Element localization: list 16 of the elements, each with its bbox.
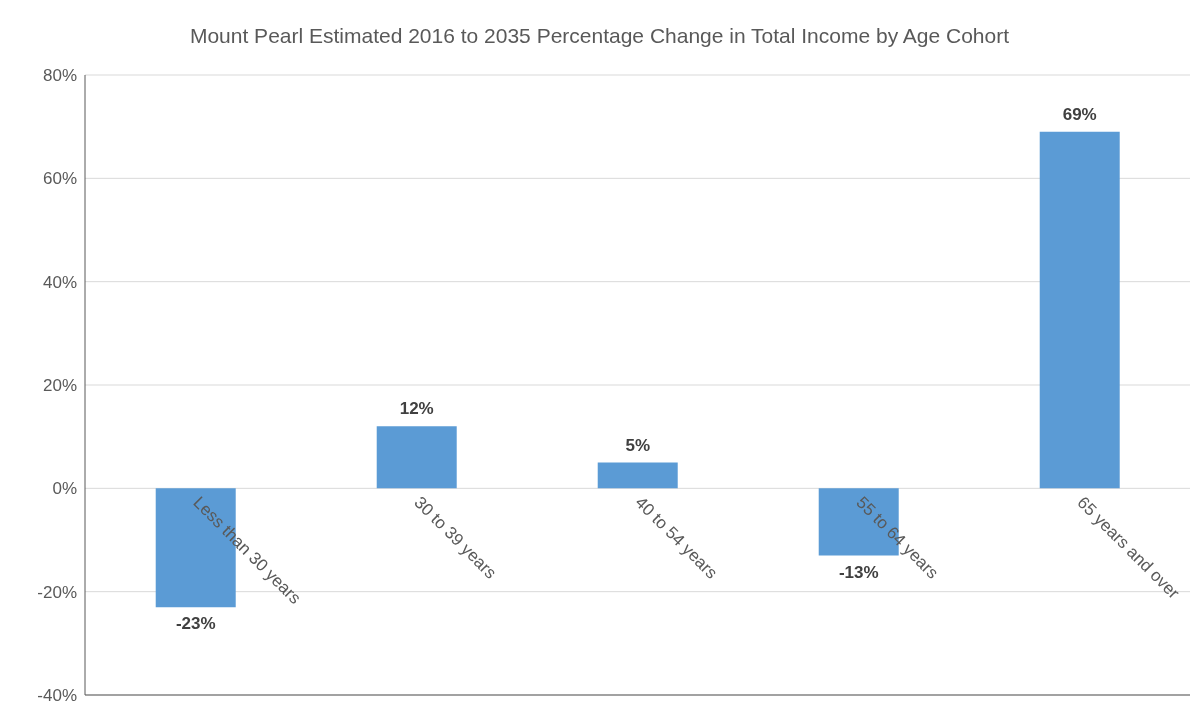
y-tick-label: 40% [42, 272, 77, 292]
y-tick-label: 20% [42, 376, 77, 396]
data-label: 69% [1062, 104, 1097, 124]
data-label: 12% [399, 399, 434, 419]
data-label: 5% [625, 435, 651, 455]
y-tick-label: -40% [37, 686, 77, 706]
y-tick-label: 60% [42, 169, 77, 189]
y-tick-label: -20% [37, 582, 77, 602]
data-label: -13% [838, 562, 879, 582]
chart-title: Mount Pearl Estimated 2016 to 2035 Percentage Change in Total Income by Age Cohort [188, 24, 1011, 48]
y-tick-label: 0% [52, 479, 77, 499]
y-tick-label: 80% [42, 66, 77, 86]
bar [597, 462, 678, 489]
data-label: -23% [175, 614, 216, 634]
bar [1039, 131, 1120, 489]
bar [376, 426, 457, 489]
